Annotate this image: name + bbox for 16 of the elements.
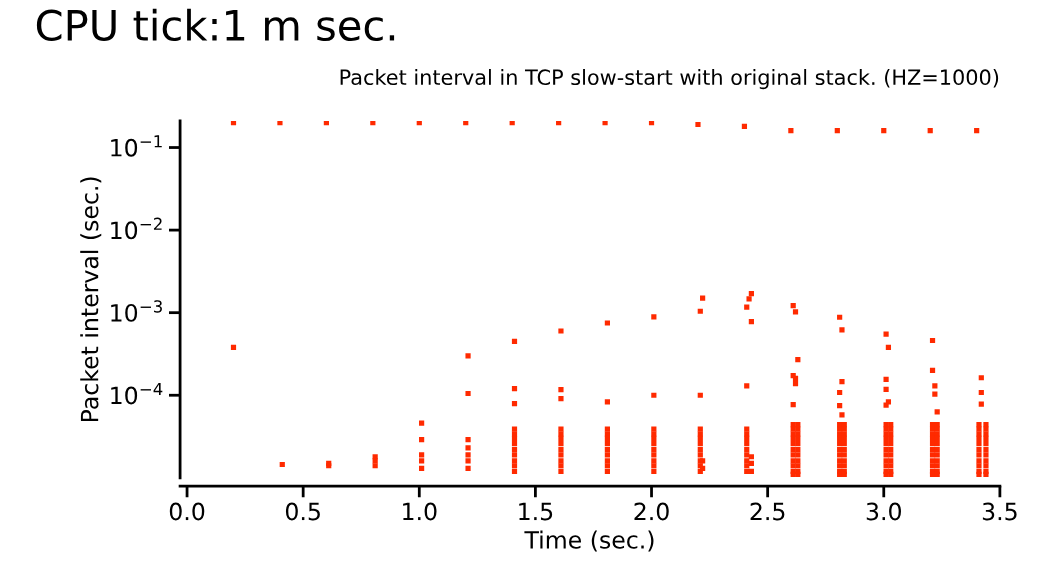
y-tick-label: 10$^{−3}$ [111,300,162,322]
x-tick-label: 2.0 [634,502,669,521]
x-tick-label: 3.0 [866,502,901,521]
chart-subtitle: Packet interval in TCP slow-start with original stack. (HZ=1000) [340,68,999,90]
y-tick-label: 10$^{−4}$ [111,382,163,405]
y-tick-label: 10$^{−2}$ [111,217,162,240]
x-axis-title: Time (sec.) [524,530,654,552]
x-tick-label: 1.5 [519,502,553,521]
x-tick-label: 0.5 [285,502,320,521]
y-axis-title: Packet interval (sec.) [80,177,102,422]
x-tick-label: 0.0 [169,502,205,521]
x-tick-label: 1.0 [403,502,437,521]
x-tick-label: 3.5 [982,502,1017,521]
chart-title: CPU tick:1 m sec. [36,8,395,42]
y-tick-label: 10$^{−1}$ [111,135,162,157]
x-tick-label: 2.5 [750,502,785,521]
